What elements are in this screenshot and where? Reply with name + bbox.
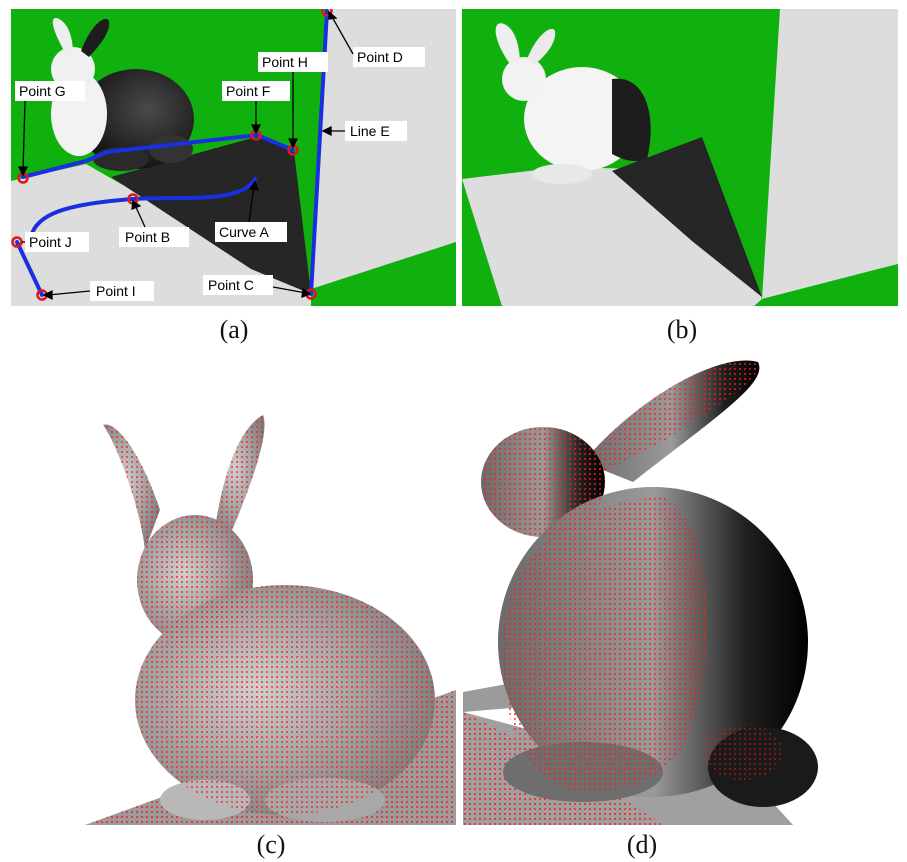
caption-a: (a)	[219, 315, 249, 344]
bunny-model	[495, 23, 651, 184]
marker-j	[11, 236, 23, 248]
label-point-c: Point C	[208, 277, 254, 293]
label-boxes: Point D Point H Point F Point G Line E C…	[15, 47, 425, 301]
green-left-corner	[462, 224, 497, 306]
caption-b: (b)	[666, 315, 698, 344]
panel-b-scene	[462, 9, 898, 306]
line-j-i	[15, 240, 44, 297]
label-line-e: Line E	[350, 123, 390, 139]
label-point-d: Point D	[357, 49, 403, 65]
marker-d	[321, 9, 333, 17]
label-point-h: Point H	[262, 54, 308, 70]
label-point-i: Point I	[96, 283, 136, 299]
label-point-f: Point F	[226, 83, 270, 99]
green-corner	[311, 242, 456, 306]
panel-a-scene: Point D Point H Point F Point G Line E C…	[11, 9, 456, 306]
line-g-f-h	[21, 132, 295, 179]
point-cloud-overlay	[103, 415, 435, 815]
panel-d-scene	[463, 360, 818, 825]
panel-a: Point D Point H Point F Point G Line E C…	[11, 9, 456, 306]
right-wall	[762, 9, 898, 299]
right-wall	[311, 9, 456, 289]
panel-c	[85, 410, 456, 825]
caption-d: (d)	[626, 830, 658, 859]
label-point-b: Point B	[125, 229, 170, 245]
point-cloud-overlay	[481, 360, 783, 792]
floor-dark	[612, 137, 762, 297]
label-arrows	[17, 10, 354, 301]
label-curve-a: Curve A	[219, 224, 269, 240]
floor-dark	[111, 137, 311, 294]
green-corner	[762, 264, 898, 306]
label-point-j: Point J	[29, 234, 72, 250]
label-point-g: Point G	[19, 83, 66, 99]
curve-a	[29, 177, 257, 239]
panel-d	[463, 352, 823, 825]
panel-c-scene	[85, 415, 456, 825]
panel-b	[462, 9, 898, 306]
caption-c: (c)	[256, 830, 286, 859]
